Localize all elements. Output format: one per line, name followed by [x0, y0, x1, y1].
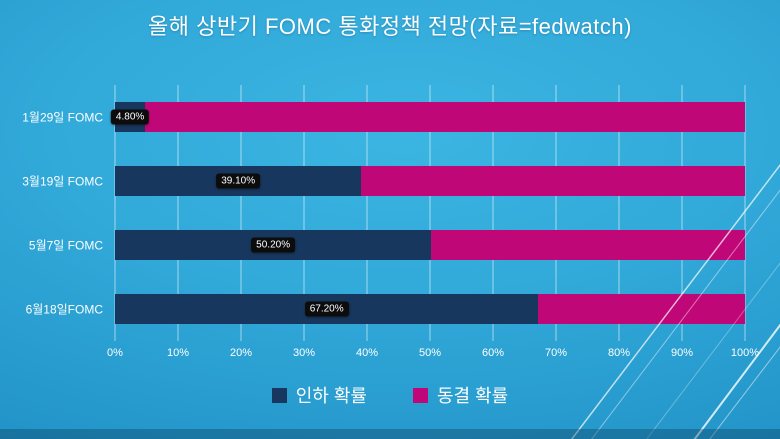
- legend-swatch-icon: [413, 387, 428, 403]
- gridline: [429, 85, 431, 341]
- x-tick-label: 90%: [670, 347, 694, 359]
- gridline: [177, 85, 179, 341]
- data-label: 67.20%: [304, 301, 349, 317]
- category-label: 3월19일 FOMC: [22, 174, 103, 189]
- x-axis: 0% 10% 20% 30% 40% 50% 60% 70% 80% 90% 100%: [107, 347, 759, 361]
- x-tick-label: 20%: [229, 347, 253, 359]
- bottom-band: [0, 429, 780, 439]
- x-tick-label: 100%: [730, 347, 760, 359]
- bar-row: 3월19일 FOMC 39.10%: [22, 166, 745, 196]
- x-tick-label: 80%: [607, 347, 631, 359]
- bar-rows: 1월29일 FOMC 4.80% 3월19일 FOMC 39.10% 5월7일 FOMC…: [22, 85, 745, 341]
- chart-title: 올해 상반기 FOMC 통화정책 전망(자료=fedwatch): [148, 14, 632, 39]
- gridline: [303, 85, 305, 341]
- bar-row: 5월7일 FOMC 50.20%: [29, 230, 745, 260]
- legend-item: 동결 확률: [413, 382, 508, 408]
- gridline: [240, 85, 242, 341]
- bar-row: 1월29일 FOMC 4.80%: [22, 102, 745, 132]
- gridline: [492, 85, 494, 341]
- legend: 인하 확률 동결 확률: [0, 382, 780, 408]
- gridline: [114, 85, 116, 341]
- data-label: 4.80%: [110, 109, 150, 125]
- category-label: 1월29일 FOMC: [22, 110, 103, 125]
- plot-area: 1월29일 FOMC 4.80% 3월19일 FOMC 39.10% 5월7일 FOMC…: [22, 85, 746, 341]
- x-tick-label: 70%: [544, 347, 568, 359]
- stacked-bar: [115, 294, 745, 324]
- x-tick-label: 30%: [292, 347, 316, 359]
- bar-segment-freeze: [361, 166, 745, 196]
- bar-segment-freeze: [538, 294, 745, 324]
- x-tick-label: 40%: [355, 347, 379, 359]
- x-tick-label: 60%: [481, 347, 505, 359]
- gridline: [366, 85, 368, 341]
- bar-segment-freeze: [431, 230, 745, 260]
- category-label: 6월18일FOMC: [25, 302, 103, 317]
- legend-swatch-icon: [271, 387, 287, 403]
- gridline: [555, 85, 557, 341]
- stacked-bar: [115, 166, 745, 196]
- bar-segment-freeze: [145, 102, 745, 132]
- legend-label: 인하 확률: [295, 386, 367, 406]
- stacked-bar: [115, 102, 745, 132]
- legend-item: 인하 확률: [271, 382, 367, 408]
- data-label: 50.20%: [251, 237, 296, 253]
- bar-row: 6월18일FOMC 67.20%: [26, 294, 745, 324]
- stacked-bar: [115, 230, 745, 260]
- x-tick-label: 50%: [418, 347, 442, 359]
- x-tick-label: 10%: [166, 347, 190, 359]
- category-label: 5월7일 FOMC: [28, 238, 103, 253]
- data-label: 39.10%: [216, 173, 261, 189]
- legend-label: 동결 확률: [437, 386, 509, 406]
- x-tick-label: 0%: [107, 347, 123, 359]
